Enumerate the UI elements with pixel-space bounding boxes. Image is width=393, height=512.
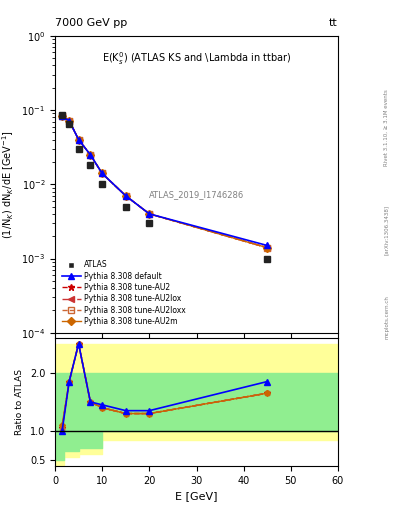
Text: 7000 GeV pp: 7000 GeV pp [55,18,127,28]
Text: [arXiv:1306.3438]: [arXiv:1306.3438] [384,205,389,255]
Text: ATLAS_2019_I1746286: ATLAS_2019_I1746286 [149,190,244,199]
Text: E(K$_s^0$) (ATLAS KS and \Lambda in ttbar): E(K$_s^0$) (ATLAS KS and \Lambda in ttba… [102,51,291,68]
Y-axis label: (1/N$_K$) dN$_K$/dE [GeV$^{-1}$]: (1/N$_K$) dN$_K$/dE [GeV$^{-1}$] [0,130,16,239]
Text: tt: tt [329,18,338,28]
Text: mcplots.cern.ch: mcplots.cern.ch [384,295,389,339]
X-axis label: E [GeV]: E [GeV] [175,491,218,501]
Text: Rivet 3.1.10, ≥ 3.1M events: Rivet 3.1.10, ≥ 3.1M events [384,90,389,166]
Y-axis label: Ratio to ATLAS: Ratio to ATLAS [15,369,24,435]
Legend: ATLAS, Pythia 8.308 default, Pythia 8.308 tune-AU2, Pythia 8.308 tune-AU2lox, Py: ATLAS, Pythia 8.308 default, Pythia 8.30… [59,258,189,329]
